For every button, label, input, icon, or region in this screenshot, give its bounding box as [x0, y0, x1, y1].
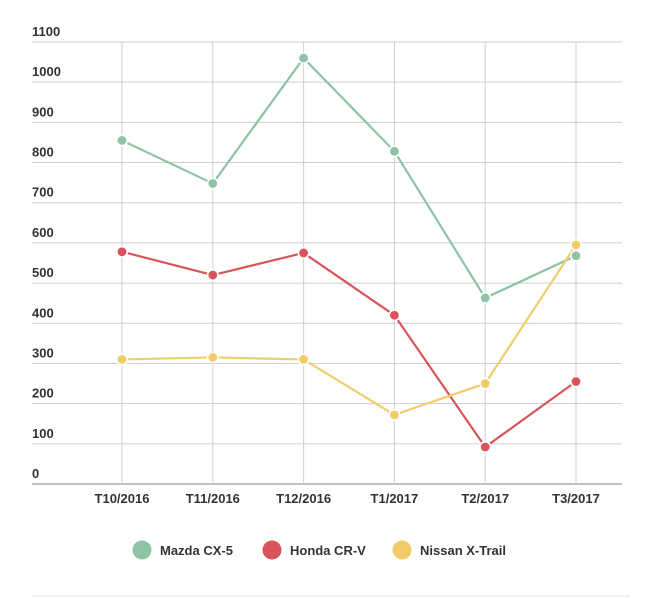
y-tick-label: 700 [32, 185, 54, 200]
grid-lines [32, 41, 622, 485]
y-tick-label: 300 [32, 345, 54, 360]
series-point-1-1[interactable] [206, 269, 219, 282]
series-point-2-3[interactable] [388, 408, 401, 421]
series-point-0-3[interactable] [388, 145, 401, 158]
series-point-2-0[interactable] [116, 353, 129, 366]
series-point-0-0[interactable] [116, 134, 129, 147]
y-tick-label: 600 [32, 225, 54, 240]
y-tick-label: 800 [32, 145, 54, 160]
series-points [116, 52, 582, 454]
series-point-0-4[interactable] [479, 291, 492, 304]
legend-item-1[interactable]: Honda CR-V [262, 540, 367, 560]
series-line-0 [121, 56, 577, 300]
series-point-2-5[interactable] [569, 238, 582, 251]
legend-marker [262, 540, 282, 560]
series-point-0-5[interactable] [569, 249, 582, 262]
y-tick-label: 500 [32, 265, 54, 280]
x-tick-label: T2/2017 [461, 491, 509, 506]
legend-label: Mazda CX-5 [160, 543, 233, 558]
series-point-1-0[interactable] [116, 245, 129, 258]
y-tick-label: 400 [32, 305, 54, 320]
series-point-0-1[interactable] [206, 177, 219, 190]
y-tick-label: 1000 [32, 64, 61, 79]
legend-marker [392, 540, 412, 560]
x-tick-label: T10/2016 [95, 491, 150, 506]
legend: Mazda CX-5 Honda CR-V Nissan X-Trail [132, 540, 506, 560]
x-tick-label: T1/2017 [371, 491, 419, 506]
legend-item-0[interactable]: Mazda CX-5 [132, 540, 233, 560]
series-line-1 [121, 250, 577, 449]
series-line-2 [121, 244, 577, 416]
series-point-1-3[interactable] [388, 309, 401, 322]
y-axis-ticks: 0 100 200 300 400 500 600 700 800 900 1000 1100 [32, 24, 61, 481]
series-point-1-5[interactable] [569, 375, 582, 388]
series-point-0-2[interactable] [297, 52, 310, 65]
x-tick-label: T12/2016 [276, 491, 331, 506]
legend-item-2[interactable]: Nissan X-Trail [392, 540, 506, 560]
series-point-2-1[interactable] [206, 351, 219, 364]
series-point-2-4[interactable] [479, 377, 492, 390]
y-tick-label: 100 [32, 426, 54, 441]
x-tick-label: T3/2017 [552, 491, 600, 506]
series-lines [121, 56, 577, 449]
x-axis-ticks: T10/2016 T11/2016 T12/2016 T1/2017 T2/2017 T3… [95, 491, 600, 506]
y-tick-label: 0 [32, 466, 39, 481]
legend-label: Honda CR-V [290, 543, 366, 558]
x-tick-label: T11/2016 [186, 491, 240, 506]
y-tick-label: 900 [32, 104, 54, 119]
series-point-2-2[interactable] [297, 353, 310, 366]
series-point-1-2[interactable] [297, 246, 310, 259]
legend-label: Nissan X-Trail [420, 543, 506, 558]
series-point-1-4[interactable] [479, 441, 492, 454]
y-tick-label: 200 [32, 386, 54, 401]
legend-marker [132, 540, 152, 560]
y-tick-label: 1100 [32, 24, 60, 39]
